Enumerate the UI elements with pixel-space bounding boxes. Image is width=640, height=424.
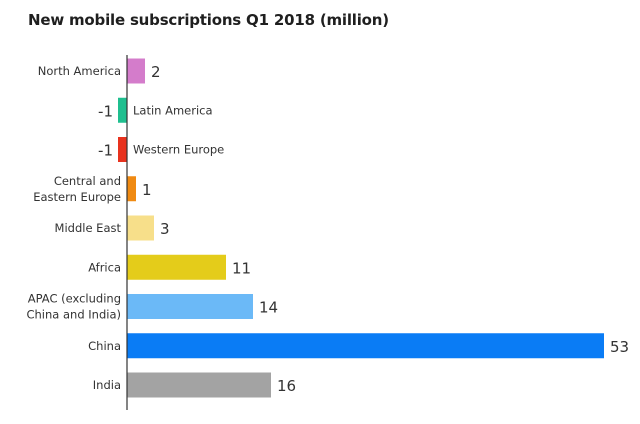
category-label: China	[88, 339, 121, 353]
value-label: -1	[98, 142, 113, 160]
bar-india	[127, 372, 271, 398]
value-label: 53	[610, 338, 629, 356]
bar-middle-east	[127, 215, 154, 241]
category-label: Western Europe	[133, 143, 224, 157]
bar-china	[127, 333, 604, 359]
bar-north-america	[127, 58, 145, 84]
chart-title: New mobile subscriptions Q1 2018 (millio…	[28, 11, 389, 29]
category-label: Africa	[88, 260, 121, 274]
category-label: Middle East	[55, 221, 122, 235]
bar-latin-america	[118, 97, 127, 123]
value-label: 14	[259, 299, 278, 317]
value-label: 2	[151, 63, 161, 81]
bar-apac-excluding-china-and-india	[127, 294, 253, 319]
value-label: -1	[98, 102, 113, 120]
bar-central-and-eastern-europe	[127, 176, 136, 202]
value-label: 11	[232, 259, 251, 277]
value-label: 16	[277, 377, 296, 395]
value-label: 1	[142, 181, 152, 199]
category-label: Central and Eastern Europe	[33, 174, 121, 204]
category-label: India	[93, 378, 121, 392]
bar-africa	[127, 254, 226, 280]
value-label: 3	[160, 220, 170, 238]
category-label: Latin America	[133, 103, 213, 117]
category-label: North America	[38, 64, 121, 78]
category-label: APAC (excluding China and India)	[26, 292, 121, 322]
bar-western-europe	[118, 137, 127, 162]
